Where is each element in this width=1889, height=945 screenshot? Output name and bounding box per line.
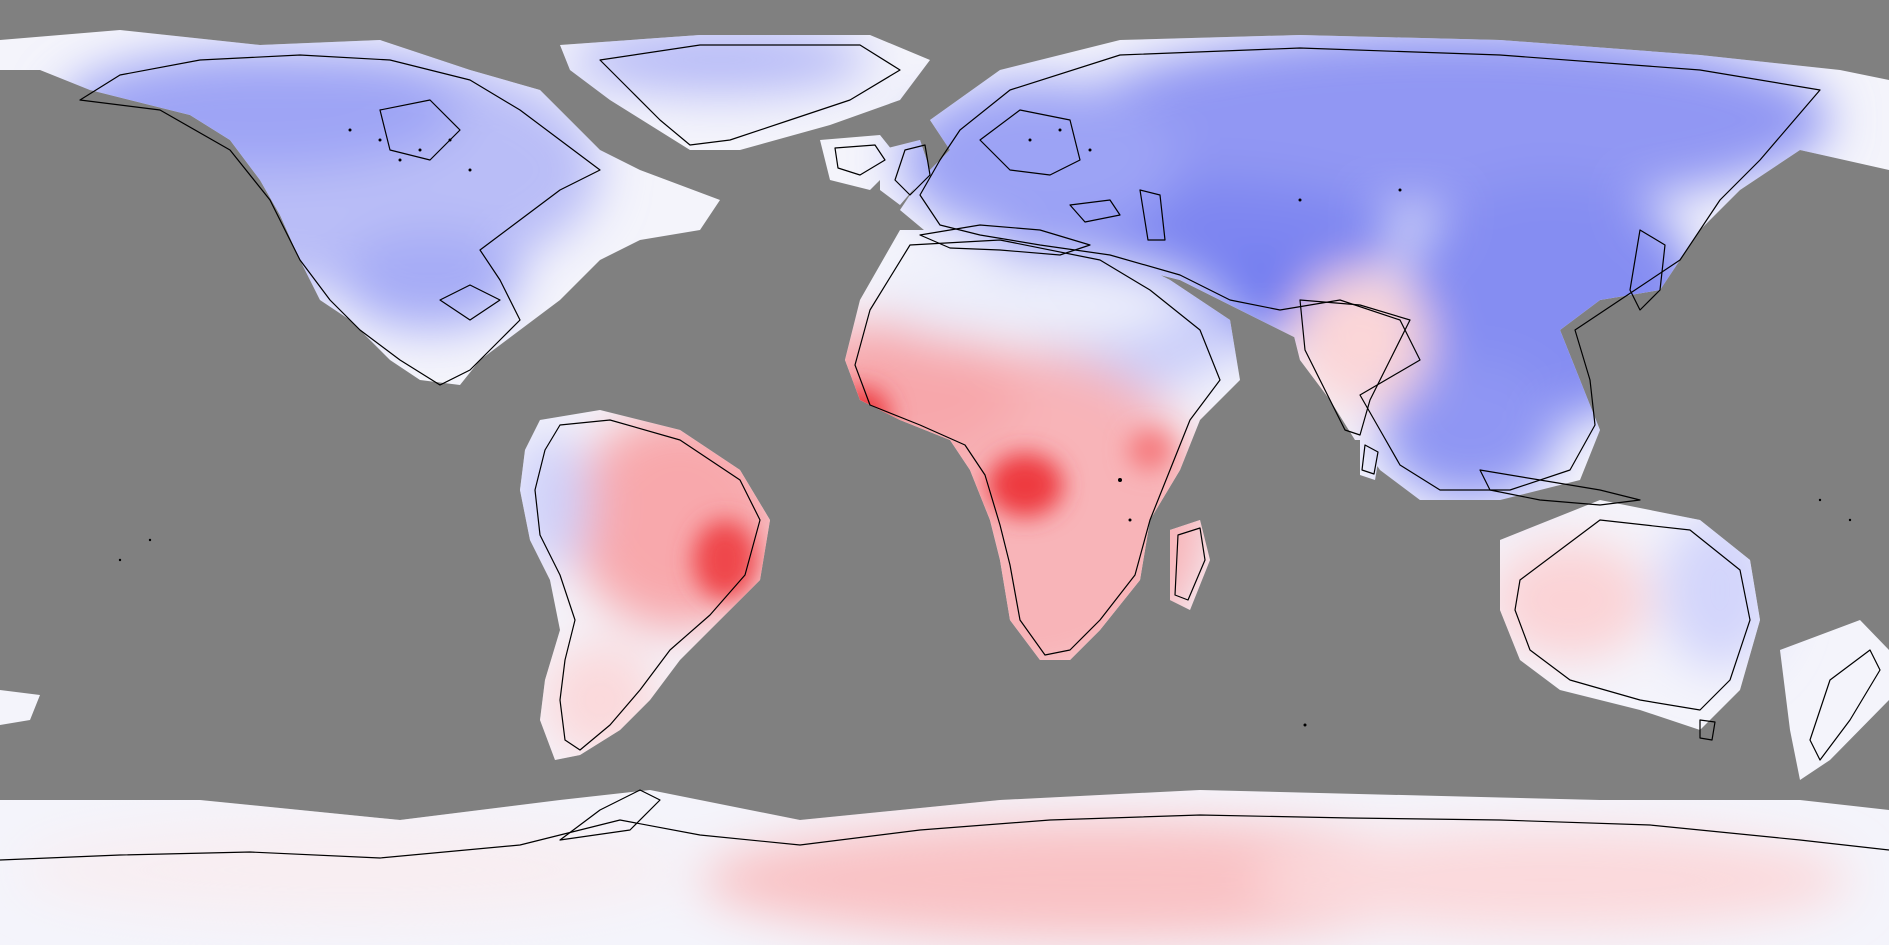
coastline-antarctica [0,814,1889,861]
warm-anomaly-west-australia [1490,540,1650,660]
coastline-hudson-bay [379,99,461,161]
lake-dots [118,128,1852,727]
coastline-sri-lanka [1361,444,1379,475]
coastline-black-sea [1069,199,1121,223]
coastlines [0,44,1889,861]
coastline-australia [1514,519,1751,711]
coastline-eurasia [919,47,1821,491]
coastline-india [1299,299,1411,436]
coastline-scandinavia [979,109,1081,176]
coastline-caspian [1139,189,1166,241]
cool-anomaly-sahara [870,255,1190,345]
hot-spot-east-africa [1128,430,1172,470]
coastline-south-america [534,419,761,751]
coastline-greenland [599,44,901,146]
coastline-british-isles [894,144,931,196]
cold-anomaly-greenland [570,30,870,95]
coastline-africa [854,239,1221,656]
coastline-madagascar [1174,527,1206,601]
coastline-antarctic-peninsula [559,789,661,841]
neutral-antarctica-west [20,820,680,920]
coastline-gulf-of-mexico [439,284,501,321]
coastline-indonesia [1479,469,1641,506]
coastline-mediterranean [919,224,1091,256]
hot-spot-congo [987,453,1063,517]
coastline-tasmania [1699,719,1716,741]
cool-anomaly-andes [510,430,590,570]
coastline-new-zealand [1809,649,1881,761]
coastline-iceland [834,144,886,176]
warm-anomaly-antarctica-east [1250,830,1850,930]
warm-anomaly-antarctica [700,820,1500,940]
hot-spot-brazil [693,520,757,600]
cold-anomaly-southeast-asia [1380,360,1560,500]
cold-anomaly-us [340,230,520,330]
coastline-north-america [79,54,601,386]
cold-anomaly-siberia [1070,30,1830,210]
coastline-japan [1629,229,1666,311]
